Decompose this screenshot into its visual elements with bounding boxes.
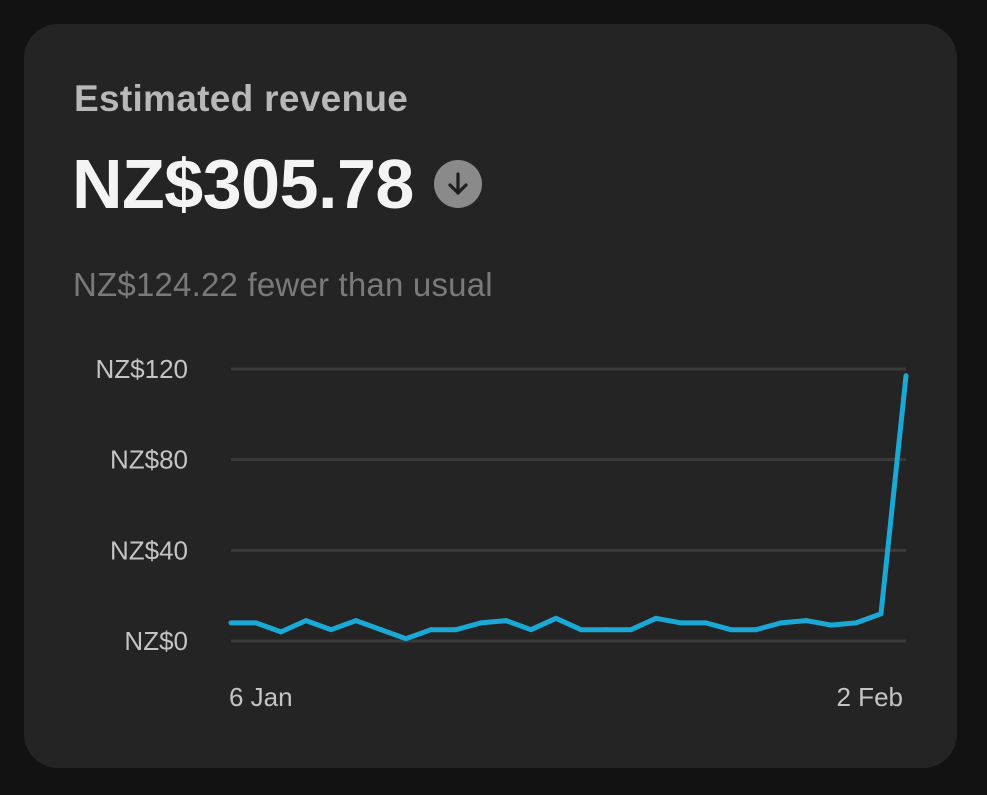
- y-tick-label: NZ$40: [110, 535, 188, 565]
- x-tick-label: 2 Feb: [837, 682, 904, 712]
- data-point: [328, 627, 334, 633]
- data-point: [478, 620, 484, 626]
- data-point: [253, 620, 259, 626]
- data-point: [603, 627, 609, 633]
- data-point: [528, 627, 534, 633]
- data-point: [228, 620, 234, 626]
- card-title: Estimated revenue: [74, 78, 409, 119]
- data-point: [853, 620, 859, 626]
- data-point: [278, 629, 284, 635]
- data-point: [653, 615, 659, 621]
- data-point: [753, 627, 759, 633]
- data-point: [903, 373, 909, 379]
- data-point: [778, 620, 784, 626]
- data-point: [453, 627, 459, 633]
- data-point: [828, 622, 834, 628]
- amount-row: NZ$305.78: [72, 144, 482, 224]
- comparison-text: NZ$124.22 fewer than usual: [73, 266, 493, 303]
- data-point: [703, 620, 709, 626]
- revenue-amount: NZ$305.78: [72, 145, 414, 223]
- data-point: [403, 636, 409, 642]
- data-point: [578, 627, 584, 633]
- arrow-down-circle-icon: [433, 160, 482, 208]
- y-tick-label: NZ$0: [124, 626, 188, 656]
- data-point: [803, 618, 809, 624]
- data-point: [878, 611, 884, 617]
- data-point: [678, 620, 684, 626]
- revenue-card: Estimated revenue NZ$305.78 NZ$124.22 fe…: [24, 24, 957, 768]
- data-point: [503, 618, 509, 624]
- data-point: [378, 627, 384, 633]
- data-point: [353, 618, 359, 624]
- y-tick-label: NZ$120: [96, 354, 189, 384]
- data-point: [628, 627, 634, 633]
- x-tick-label: 6 Jan: [229, 682, 293, 712]
- y-tick-label: NZ$80: [110, 445, 188, 475]
- data-point: [428, 627, 434, 633]
- data-point: [303, 618, 309, 624]
- data-point: [553, 615, 559, 621]
- revenue-series-line: [231, 375, 909, 642]
- data-point: [728, 627, 734, 633]
